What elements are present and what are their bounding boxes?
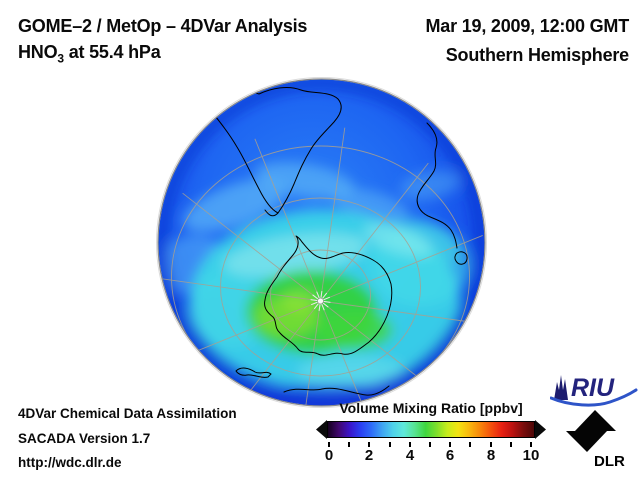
cathedral-icon	[554, 375, 568, 400]
colorbar-tick-label: 8	[486, 447, 496, 464]
colorbar-tick	[348, 442, 350, 447]
riu-logo: RIU	[550, 374, 638, 407]
colorbar-tick	[429, 442, 431, 447]
colorbar-tick-label: 6	[445, 447, 455, 464]
plot-title-block: GOME–2 / MetOp – 4DVar Analysis HNO3 at …	[18, 13, 307, 72]
tasmania-coastline	[454, 251, 468, 265]
south-pole-marker	[310, 291, 331, 311]
colorbar-tick	[469, 442, 471, 447]
colorbar-right-arrow	[535, 420, 546, 439]
colorbar-tick	[328, 442, 330, 447]
assimilation-label: 4DVar Chemical Data Assimilation	[18, 406, 237, 421]
hemisphere-label: Southern Hemisphere	[445, 45, 629, 65]
globe-limb-ring	[157, 78, 486, 407]
bottom-limb-coastline	[283, 385, 390, 396]
url-label: http://wdc.dlr.de	[18, 455, 122, 470]
colorbar-gradient	[327, 421, 535, 438]
species-level-line: HNO3 at 55.4 hPa	[18, 42, 161, 66]
colorbar-tick	[368, 442, 370, 447]
credits-block: 4DVar Chemical Data Assimilation SACADA …	[18, 402, 237, 476]
colorbar-tick-label: 2	[364, 447, 374, 464]
riu-swoosh	[550, 388, 638, 407]
colorbar-tick	[490, 442, 492, 447]
colorbar-title: Volume Mixing Ratio [ppbv]	[339, 400, 523, 416]
species-subscript: 3	[57, 51, 64, 66]
colorbar-tick	[389, 442, 391, 447]
colorbar-tick	[530, 442, 532, 447]
colorbar-tick	[510, 442, 512, 447]
subantarctic-islands	[235, 367, 272, 378]
plot-title: GOME–2 / MetOp – 4DVar Analysis	[18, 16, 308, 36]
antarctica-coastline	[264, 235, 393, 356]
colorbar-tick	[409, 442, 411, 447]
colorbar-tick-label: 0	[324, 447, 334, 464]
version-label: SACADA Version 1.7	[18, 430, 151, 446]
datetime-label: Mar 19, 2009, 12:00 GMT	[425, 16, 629, 36]
dlr-emblem-icon	[566, 410, 616, 452]
colorbar-tick	[449, 442, 451, 447]
riu-label: RIU	[571, 374, 615, 402]
dlr-logo: DLR	[566, 410, 625, 470]
dlr-label: DLR	[594, 453, 625, 470]
colorbar-left-arrow	[316, 420, 327, 439]
colorbar-tick-label: 10	[522, 447, 540, 464]
australia-coastline	[416, 122, 458, 249]
colorbar-tick-label: 4	[405, 447, 415, 464]
datetime-block: Mar 19, 2009, 12:00 GMT Southern Hemisph…	[425, 13, 629, 68]
